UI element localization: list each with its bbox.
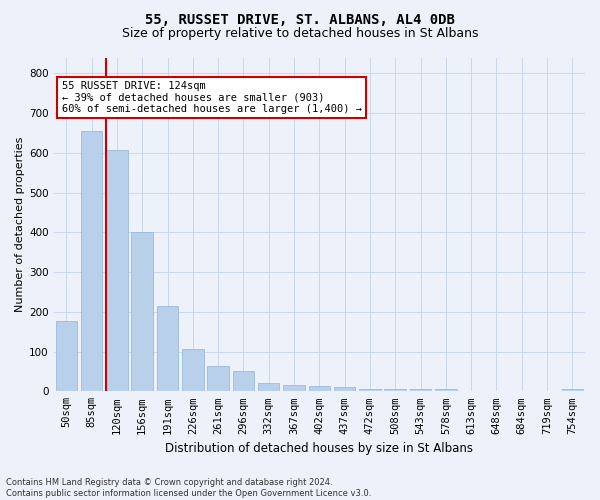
Bar	[157, 306, 178, 392]
Bar	[208, 366, 229, 392]
Text: 55, RUSSET DRIVE, ST. ALBANS, AL4 0DB: 55, RUSSET DRIVE, ST. ALBANS, AL4 0DB	[145, 12, 455, 26]
Bar	[258, 384, 280, 392]
Text: 55 RUSSET DRIVE: 124sqm
← 39% of detached houses are smaller (903)
60% of semi-d: 55 RUSSET DRIVE: 124sqm ← 39% of detache…	[62, 81, 362, 114]
Bar	[359, 388, 380, 392]
Text: Contains HM Land Registry data © Crown copyright and database right 2024.
Contai: Contains HM Land Registry data © Crown c…	[6, 478, 371, 498]
Bar	[56, 320, 77, 392]
Bar	[283, 384, 305, 392]
Bar	[334, 386, 355, 392]
Bar	[131, 232, 153, 392]
Bar	[308, 386, 330, 392]
Text: Size of property relative to detached houses in St Albans: Size of property relative to detached ho…	[122, 28, 478, 40]
Bar	[81, 131, 103, 392]
Bar	[562, 390, 583, 392]
Bar	[106, 150, 128, 392]
Bar	[435, 390, 457, 392]
Bar	[233, 372, 254, 392]
Y-axis label: Number of detached properties: Number of detached properties	[15, 136, 25, 312]
X-axis label: Distribution of detached houses by size in St Albans: Distribution of detached houses by size …	[166, 442, 473, 455]
Bar	[182, 349, 203, 392]
Bar	[410, 390, 431, 392]
Bar	[385, 388, 406, 392]
